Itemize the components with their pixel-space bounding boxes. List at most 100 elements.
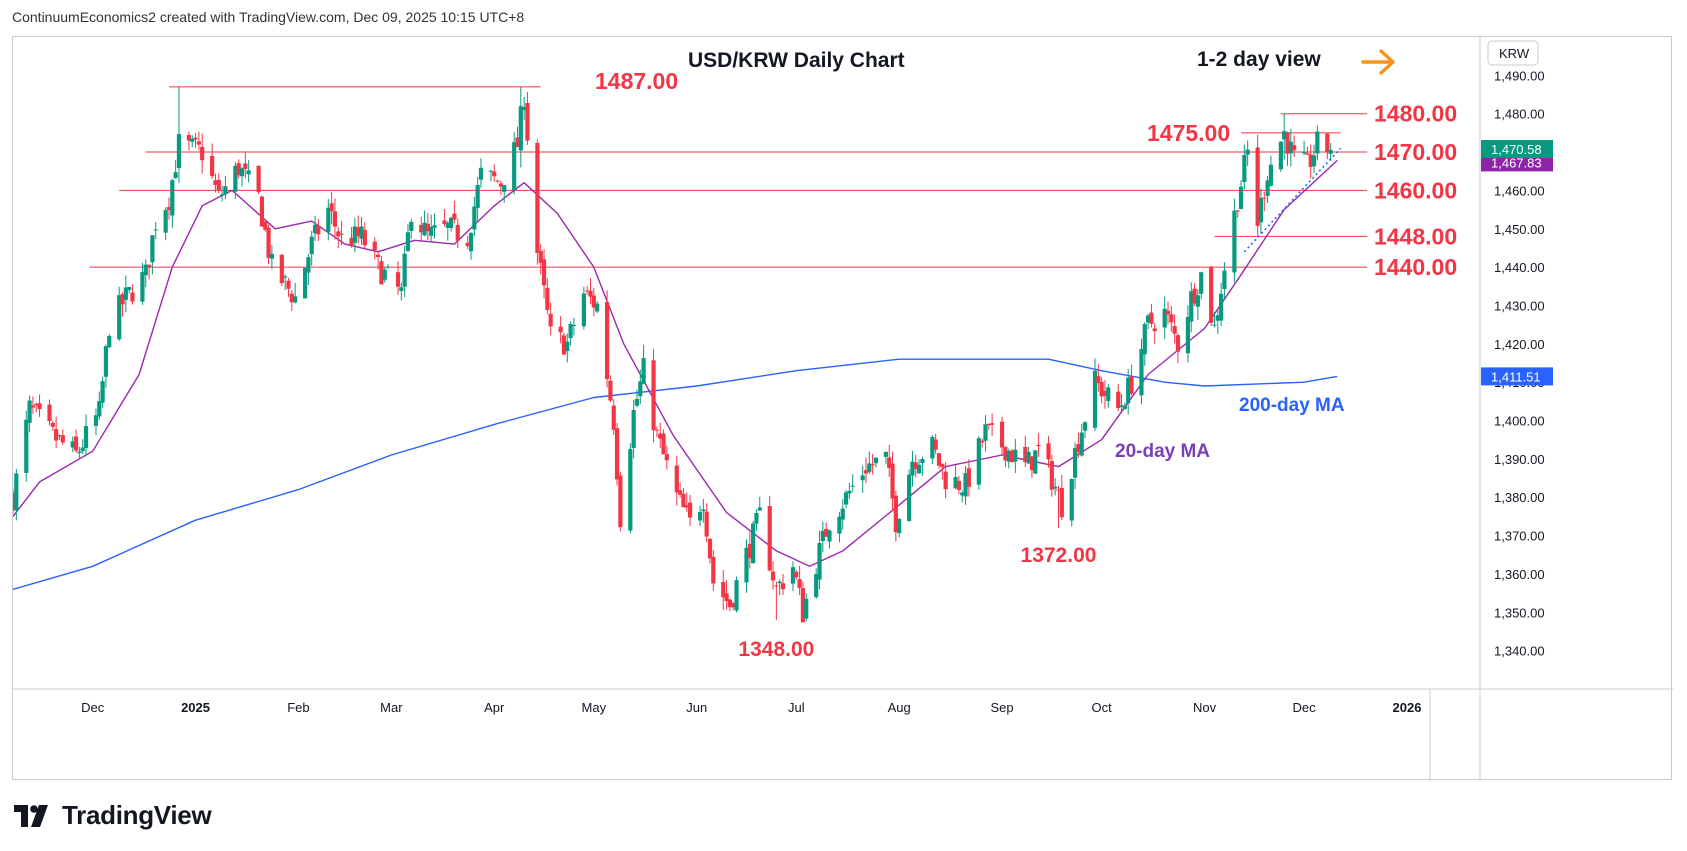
candle-body[interactable] [907,474,912,522]
candle-body[interactable] [980,440,985,443]
candle-body[interactable] [1029,456,1035,471]
candle-body[interactable] [674,465,679,493]
candle-body[interactable] [641,358,646,384]
candle-body[interactable] [913,462,918,469]
candle-body[interactable] [522,107,527,110]
candle-body[interactable] [840,508,845,520]
candle-body[interactable] [1192,288,1197,304]
candle-body[interactable] [402,253,407,287]
candle-body[interactable] [1328,149,1333,154]
candle-body[interactable] [684,505,689,508]
candle-body[interactable] [309,236,314,255]
candle-body[interactable] [940,463,945,468]
candle-body[interactable] [455,224,460,241]
candle-body[interactable] [216,179,221,191]
candle-body[interactable] [731,603,736,608]
candle-body[interactable] [1009,450,1015,463]
candle-body[interactable] [1046,443,1051,460]
candle-body[interactable] [963,473,968,497]
candle-body[interactable] [515,137,520,148]
candle-body[interactable] [332,211,338,227]
candle-body[interactable] [442,220,447,224]
candle-body[interactable] [1122,405,1127,409]
candle-body[interactable] [1079,432,1084,456]
candle-body[interactable] [359,226,364,239]
candle-body[interactable] [316,225,321,235]
candle-body[interactable] [1102,391,1108,396]
candle-body[interactable] [1023,446,1028,463]
candle-body[interactable] [780,583,786,590]
candle-body[interactable] [581,293,586,327]
candle-body[interactable] [1149,312,1154,324]
candle-body[interactable] [654,429,659,431]
candle-body[interactable] [837,516,842,534]
candle-body[interactable] [93,415,99,426]
candle-body[interactable] [1185,316,1191,354]
candle-body[interactable] [395,272,401,287]
candle-body[interactable] [80,447,85,452]
candle-body[interactable] [1278,141,1283,170]
candle-body[interactable] [27,400,32,423]
candle-body[interactable] [664,453,669,461]
candle-body[interactable] [1106,387,1111,402]
candle-body[interactable] [259,196,265,227]
candle-body[interactable] [1119,405,1124,407]
candle-body[interactable] [1076,444,1081,453]
candle-body[interactable] [535,142,540,253]
candle-body[interactable] [1268,164,1274,186]
candle-body[interactable] [302,267,308,299]
candle-body[interactable] [60,435,65,443]
candle-body[interactable] [930,437,935,459]
candle-body[interactable] [1006,450,1011,462]
candle-body[interactable] [943,471,948,490]
candle-body[interactable] [910,461,915,476]
candle-body[interactable] [77,451,82,454]
candle-body[interactable] [561,335,567,355]
candle-body[interactable] [634,399,640,406]
candle-body[interactable] [999,421,1005,448]
candle-body[interactable] [774,585,779,587]
usd-krw-chart[interactable]: USD/KRW Daily Chart 1-2 day view 1487.00 14… [13,37,1673,781]
last-price-tag[interactable] [1481,139,1553,158]
candle-body[interactable] [210,155,215,177]
candle-body[interactable] [1116,391,1121,408]
chart-area[interactable]: USD/KRW Daily Chart 1-2 day view 1487.00 14… [12,36,1673,781]
candle-body[interactable] [100,381,105,403]
candle-body[interactable] [1165,310,1171,315]
candle-body[interactable] [658,433,663,439]
currency-badge[interactable] [1487,40,1539,66]
candle-body[interactable] [863,470,869,474]
candle-body[interactable] [97,401,102,417]
candle-body[interactable] [1238,186,1244,209]
candle-body[interactable] [1126,377,1131,404]
candle-body[interactable] [734,580,739,611]
candle-body[interactable] [419,224,424,233]
candle-body[interactable] [286,280,291,289]
candle-body[interactable] [405,232,411,251]
candle-body[interactable] [47,404,52,421]
candle-body[interactable] [475,185,480,208]
candle-body[interactable] [1292,145,1297,151]
candle-body[interactable] [724,593,729,602]
candle-body[interactable] [1199,272,1204,294]
candle-body[interactable] [744,547,749,583]
candle-body[interactable] [1232,210,1237,273]
candle-body[interactable] [518,106,523,151]
candle-body[interactable] [1003,446,1008,461]
candle-body[interactable] [336,231,341,237]
candle-body[interactable] [890,463,895,499]
candle-body[interactable] [196,141,201,145]
candle-body[interactable] [701,509,706,512]
candle-body[interactable] [565,341,570,351]
candle-body[interactable] [1162,308,1167,328]
candle-body[interactable] [236,163,241,176]
candle-body[interactable] [767,506,772,571]
candle-body[interactable] [638,381,643,397]
candle-body[interactable] [704,511,709,537]
candle-body[interactable] [173,172,178,179]
candle-body[interactable] [1129,376,1134,394]
candle-body[interactable] [541,259,547,286]
candle-body[interactable] [770,571,776,581]
candle-body[interactable] [1082,422,1088,431]
candle-body[interactable] [843,492,849,505]
